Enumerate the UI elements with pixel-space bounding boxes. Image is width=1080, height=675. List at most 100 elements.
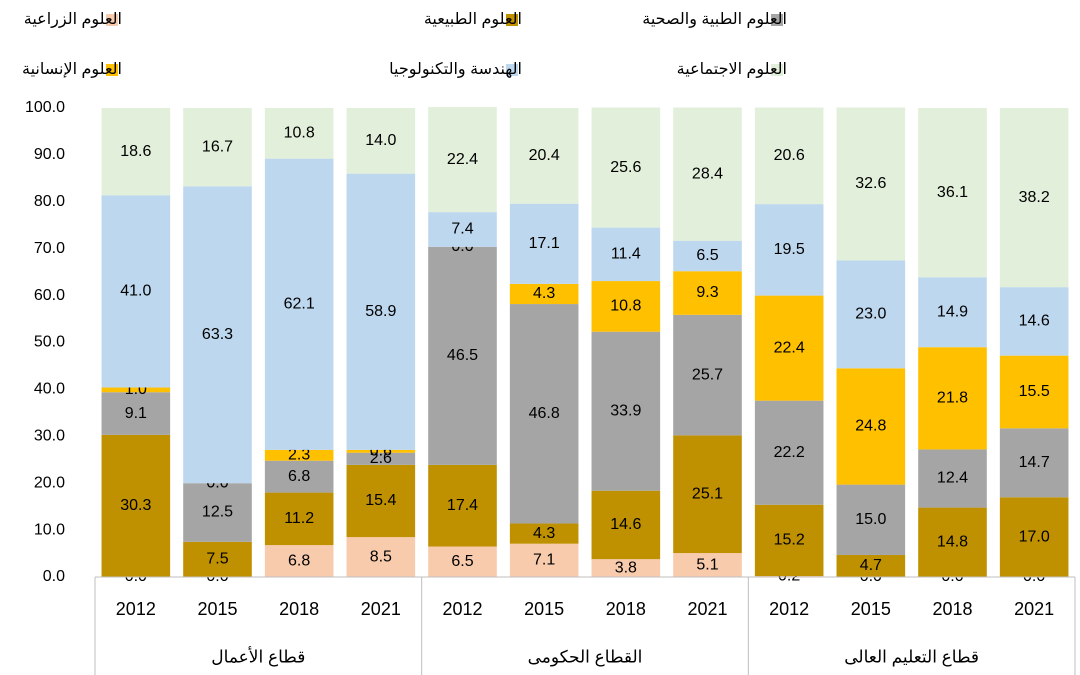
bar-segment — [918, 347, 987, 450]
bar-segment — [101, 108, 171, 196]
group-label: قطاع التعليم العالى — [844, 647, 979, 667]
bar-segment — [509, 283, 579, 305]
value-label: 2.3 — [288, 447, 310, 464]
bar-segment — [101, 387, 171, 393]
x-tick-label: 2018 — [279, 599, 319, 619]
y-tick-label: 10.0 — [34, 521, 65, 538]
legend-label: العلوم الإنسانية — [22, 61, 122, 79]
value-label: 12.4 — [937, 470, 968, 487]
bar-segment — [673, 107, 742, 241]
value-label: 12.5 — [202, 504, 233, 521]
bar-segment — [999, 497, 1069, 577]
bar-segment — [428, 246, 497, 465]
y-tick-label: 40.0 — [34, 381, 65, 398]
value-label: 17.0 — [1019, 528, 1050, 545]
bar-segment — [673, 314, 742, 436]
bar-segment — [183, 483, 252, 542]
value-label: 30.3 — [120, 497, 151, 514]
bar-segment — [346, 108, 416, 174]
legend-label: الهندسة والتكنولوجيا — [389, 61, 522, 79]
bar-segment — [754, 504, 824, 577]
bar-segment — [673, 553, 742, 577]
x-tick-label: 2021 — [1014, 599, 1054, 619]
value-label: 58.9 — [365, 303, 396, 320]
bar-segment — [509, 203, 579, 284]
y-tick-label: 50.0 — [34, 334, 65, 351]
bar-segment — [346, 449, 416, 453]
bar-segment — [183, 186, 252, 484]
legend-label: العلوم الطبيعية — [424, 11, 522, 29]
value-label: 14.6 — [1019, 313, 1050, 330]
value-label: 16.7 — [202, 138, 233, 155]
value-label: 17.1 — [529, 235, 560, 252]
value-label: 7.4 — [451, 221, 473, 238]
x-tick-label: 2018 — [932, 599, 972, 619]
bar-segment — [346, 452, 416, 465]
y-tick-label: 80.0 — [34, 193, 65, 210]
value-label: 22.2 — [774, 444, 805, 461]
legend-swatch — [106, 14, 118, 26]
bar-segment — [428, 464, 497, 547]
value-label: 14.7 — [1019, 454, 1050, 471]
value-label: 14.8 — [937, 534, 968, 551]
bar-segment — [509, 304, 579, 524]
legend-label: العلوم الزراعية — [24, 11, 122, 29]
legend-label: العلوم الطبية والصحية — [642, 11, 787, 29]
legend-swatch — [506, 14, 518, 26]
bar-segment — [591, 490, 661, 560]
y-tick-label: 20.0 — [34, 474, 65, 491]
x-tick-label: 2015 — [524, 599, 564, 619]
bar-segment — [101, 434, 171, 577]
value-label: 15.0 — [855, 511, 886, 528]
value-label: 24.8 — [855, 418, 886, 435]
bar-segment — [918, 507, 987, 577]
x-tick-label: 2012 — [769, 599, 809, 619]
bar-segment — [346, 173, 416, 450]
value-label: 6.5 — [696, 247, 718, 264]
bar-segment — [509, 543, 579, 577]
legend-label: العلوم الاجتماعية — [677, 61, 787, 79]
bar-segment — [183, 541, 252, 577]
value-label: 4.3 — [533, 525, 555, 542]
value-label: 20.4 — [529, 147, 560, 164]
y-tick-label: 90.0 — [34, 146, 65, 163]
bar-segment — [836, 554, 906, 577]
value-label: 19.5 — [774, 241, 805, 258]
x-tick-label: 2021 — [361, 599, 401, 619]
bar-segment — [509, 108, 579, 204]
bar-segment — [183, 108, 252, 187]
bar-segment — [591, 559, 661, 577]
value-label: 4.7 — [860, 557, 882, 574]
bar-segment — [999, 108, 1069, 288]
value-label: 17.4 — [447, 497, 478, 514]
bar-segment — [999, 355, 1069, 429]
value-label: 21.8 — [937, 390, 968, 407]
legend-swatch — [506, 64, 518, 76]
x-tick-label: 2012 — [116, 599, 156, 619]
value-label: 41.0 — [120, 283, 151, 300]
bar-segment — [428, 212, 497, 247]
value-label: 4.3 — [533, 285, 555, 302]
bar-segment — [101, 195, 171, 388]
value-label: 7.5 — [206, 551, 228, 568]
value-label: 18.6 — [120, 143, 151, 160]
legend-swatch — [771, 14, 783, 26]
bar-segment — [918, 108, 987, 278]
x-tick-label: 2015 — [197, 599, 237, 619]
legend-swatch — [106, 64, 118, 76]
y-tick-label: 100.0 — [25, 99, 65, 116]
bar-segment — [673, 435, 742, 554]
group-label: القطاع الحكومى — [528, 647, 643, 667]
bar-segment — [754, 400, 824, 505]
value-label: 8.5 — [370, 548, 392, 565]
value-label: 25.6 — [610, 159, 641, 176]
bar-segment — [264, 545, 334, 577]
bar-segment — [836, 368, 906, 485]
bar-segment — [346, 464, 416, 538]
bar-segment — [264, 492, 334, 546]
value-label: 62.1 — [284, 295, 315, 312]
bar-segment — [591, 227, 661, 282]
value-label: 20.6 — [774, 147, 805, 164]
value-label: 22.4 — [774, 339, 805, 356]
bar-segment — [918, 449, 987, 508]
